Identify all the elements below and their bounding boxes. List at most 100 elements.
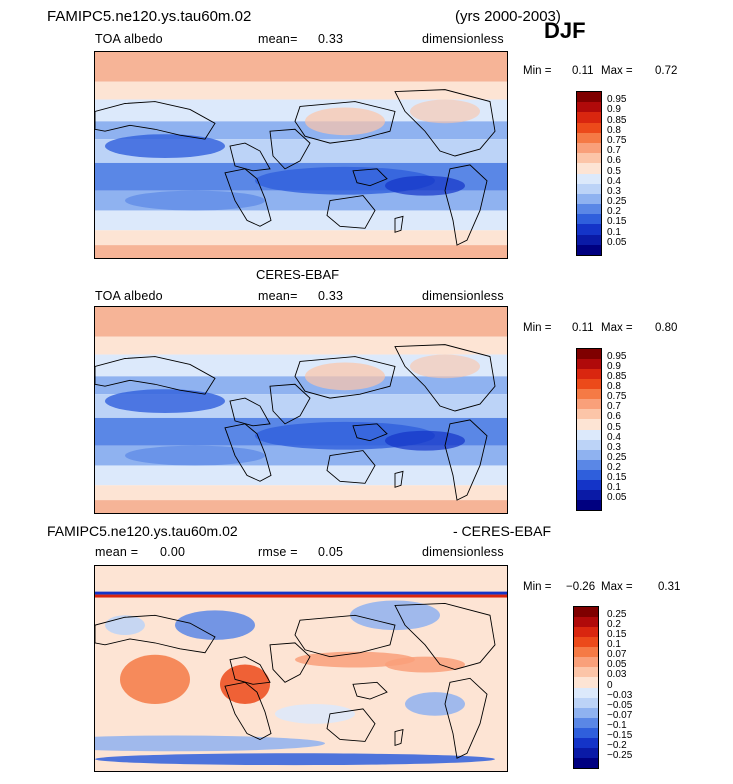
panel3-rmse-label: rmse = <box>258 545 298 559</box>
panel3-max-value: 0.31 <box>658 581 681 593</box>
colorbar-model-tick-label: 0.75 <box>607 134 627 146</box>
panel3-title-right: - CERES-EBAF <box>453 523 552 539</box>
colorbar-model-swatch <box>577 163 601 174</box>
colorbar-ceres-swatch <box>577 469 601 480</box>
colorbar-ceres-tick-label: 0.5 <box>607 421 621 433</box>
panel3-units: dimensionless <box>422 545 504 559</box>
colorbar-difference-swatch <box>574 747 598 758</box>
colorbar-model-swatch <box>577 112 601 123</box>
colorbar-ceres-tick-label: 0.25 <box>607 451 627 463</box>
panel2-mean-label: mean= <box>258 289 298 303</box>
colorbar-model-tick-label: 0.85 <box>607 114 627 126</box>
colorbar-ceres-tick-label: 0.85 <box>607 371 627 383</box>
colorbar-difference-tick-label: 0 <box>607 679 613 691</box>
panel3-mean-value: 0.00 <box>160 545 186 559</box>
colorbar-difference-tick-label: −0.03 <box>607 689 633 701</box>
colorbar-model-swatch <box>577 153 601 164</box>
colorbar-ceres-swatch <box>577 429 601 440</box>
panel3-mean-label: mean = <box>95 545 139 559</box>
panel3-min-value: −0.26 <box>566 581 596 593</box>
panel1-mean-value: 0.33 <box>318 32 344 46</box>
colorbar-ceres-tick-label: 0.1 <box>607 481 621 493</box>
panel1-max-value: 0.72 <box>655 65 678 77</box>
colorbar-model-tick-label: 0.3 <box>607 185 621 197</box>
colorbar-difference-swatch <box>574 757 598 768</box>
colorbar-difference-swatch <box>574 727 598 738</box>
years-label: (yrs 2000-2003) <box>455 8 561 25</box>
colorbar-model-swatch <box>577 92 601 103</box>
panel2-title: CERES-EBAF <box>256 267 340 282</box>
colorbar-model-swatch <box>577 214 601 225</box>
colorbar-ceres-tick-label: 0.4 <box>607 431 621 443</box>
colorbar-ceres-tick-label: 0.8 <box>607 381 621 393</box>
colorbar-difference-swatch <box>574 657 598 668</box>
panel2-units: dimensionless <box>422 289 504 303</box>
colorbar-ceres <box>576 348 602 511</box>
colorbar-difference-tick-label: 0.03 <box>607 669 627 681</box>
colorbar-difference-swatch <box>574 617 598 628</box>
colorbar-model-swatch <box>577 122 601 133</box>
map-ceres-albedo <box>94 306 508 514</box>
colorbar-difference-tick-label: 0.05 <box>607 659 627 671</box>
colorbar-ceres-swatch <box>577 449 601 460</box>
panel2-mean-value: 0.33 <box>318 289 344 303</box>
panel2-max-label: Max = <box>601 322 633 334</box>
colorbar-difference-swatch <box>574 687 598 698</box>
colorbar-difference-swatch <box>574 737 598 748</box>
colorbar-ceres-swatch <box>577 369 601 380</box>
panel3-max-label: Max = <box>601 581 633 593</box>
map-model-albedo <box>94 51 508 259</box>
colorbar-difference-swatch <box>574 697 598 708</box>
colorbar-ceres-swatch <box>577 359 601 370</box>
colorbar-ceres-swatch <box>577 439 601 450</box>
panel1-mean-label: mean= <box>258 32 298 46</box>
colorbar-ceres-tick-label: 0.3 <box>607 441 621 453</box>
panel1-max-label: Max = <box>601 65 633 77</box>
colorbar-difference-tick-label: −0.15 <box>607 729 633 741</box>
colorbar-model-swatch <box>577 234 601 245</box>
colorbar-ceres-tick-label: 0.15 <box>607 471 627 483</box>
colorbar-ceres-swatch <box>577 349 601 360</box>
colorbar-difference-swatch <box>574 677 598 688</box>
colorbar-difference-tick-label: 0.15 <box>607 629 627 641</box>
panel2-variable: TOA albedo <box>95 289 163 303</box>
colorbar-model-swatch <box>577 183 601 194</box>
colorbar-ceres-tick-label: 0.95 <box>607 351 627 363</box>
colorbar-difference-tick-label: 0.07 <box>607 649 627 661</box>
panel1-min-label: Min = <box>523 65 552 77</box>
colorbar-model-tick-label: 0.8 <box>607 124 621 136</box>
colorbar-model-tick-label: 0.5 <box>607 165 621 177</box>
colorbar-difference-tick-label: −0.05 <box>607 699 633 711</box>
colorbar-ceres-swatch <box>577 409 601 420</box>
colorbar-model-swatch <box>577 193 601 205</box>
colorbar-model-swatch <box>577 173 601 184</box>
colorbar-ceres-swatch <box>577 489 601 500</box>
panel1-variable: TOA albedo <box>95 32 163 46</box>
colorbar-model-tick-label: 0.9 <box>607 104 621 116</box>
colorbar-difference-tick-label: 0.2 <box>607 619 621 631</box>
colorbar-model-tick-label: 0.25 <box>607 196 627 208</box>
colorbar-model <box>576 91 602 256</box>
colorbar-model-tick-label: 0.6 <box>607 155 621 167</box>
panel3-rmse-value: 0.05 <box>318 545 344 559</box>
colorbar-ceres-swatch <box>577 459 601 470</box>
colorbar-model-swatch <box>577 244 601 255</box>
colorbar-model-tick-label: 0.15 <box>607 216 627 228</box>
model-title: FAMIPC5.ne120.ys.tau60m.02 <box>47 8 252 25</box>
colorbar-ceres-tick-label: 0.75 <box>607 391 627 403</box>
season-label: DJF <box>544 18 586 43</box>
colorbar-ceres-tick-label: 0.6 <box>607 411 621 423</box>
colorbar-difference-tick-label: −0.2 <box>607 739 627 751</box>
panel2-max-value: 0.80 <box>655 322 678 334</box>
map-difference <box>94 565 508 772</box>
colorbar-model-tick-label: 0.05 <box>607 236 627 248</box>
colorbar-model-swatch <box>577 102 601 113</box>
colorbar-model-swatch <box>577 224 601 235</box>
colorbar-difference-tick-label: −0.25 <box>607 749 633 761</box>
colorbar-difference-swatch <box>574 707 598 718</box>
colorbar-ceres-tick-label: 0.9 <box>607 361 621 373</box>
colorbar-difference-swatch <box>574 627 598 638</box>
colorbar-model-tick-label: 0.7 <box>607 145 621 157</box>
colorbar-model-tick-label: 0.2 <box>607 206 621 218</box>
panel2-min-label: Min = <box>523 322 552 334</box>
